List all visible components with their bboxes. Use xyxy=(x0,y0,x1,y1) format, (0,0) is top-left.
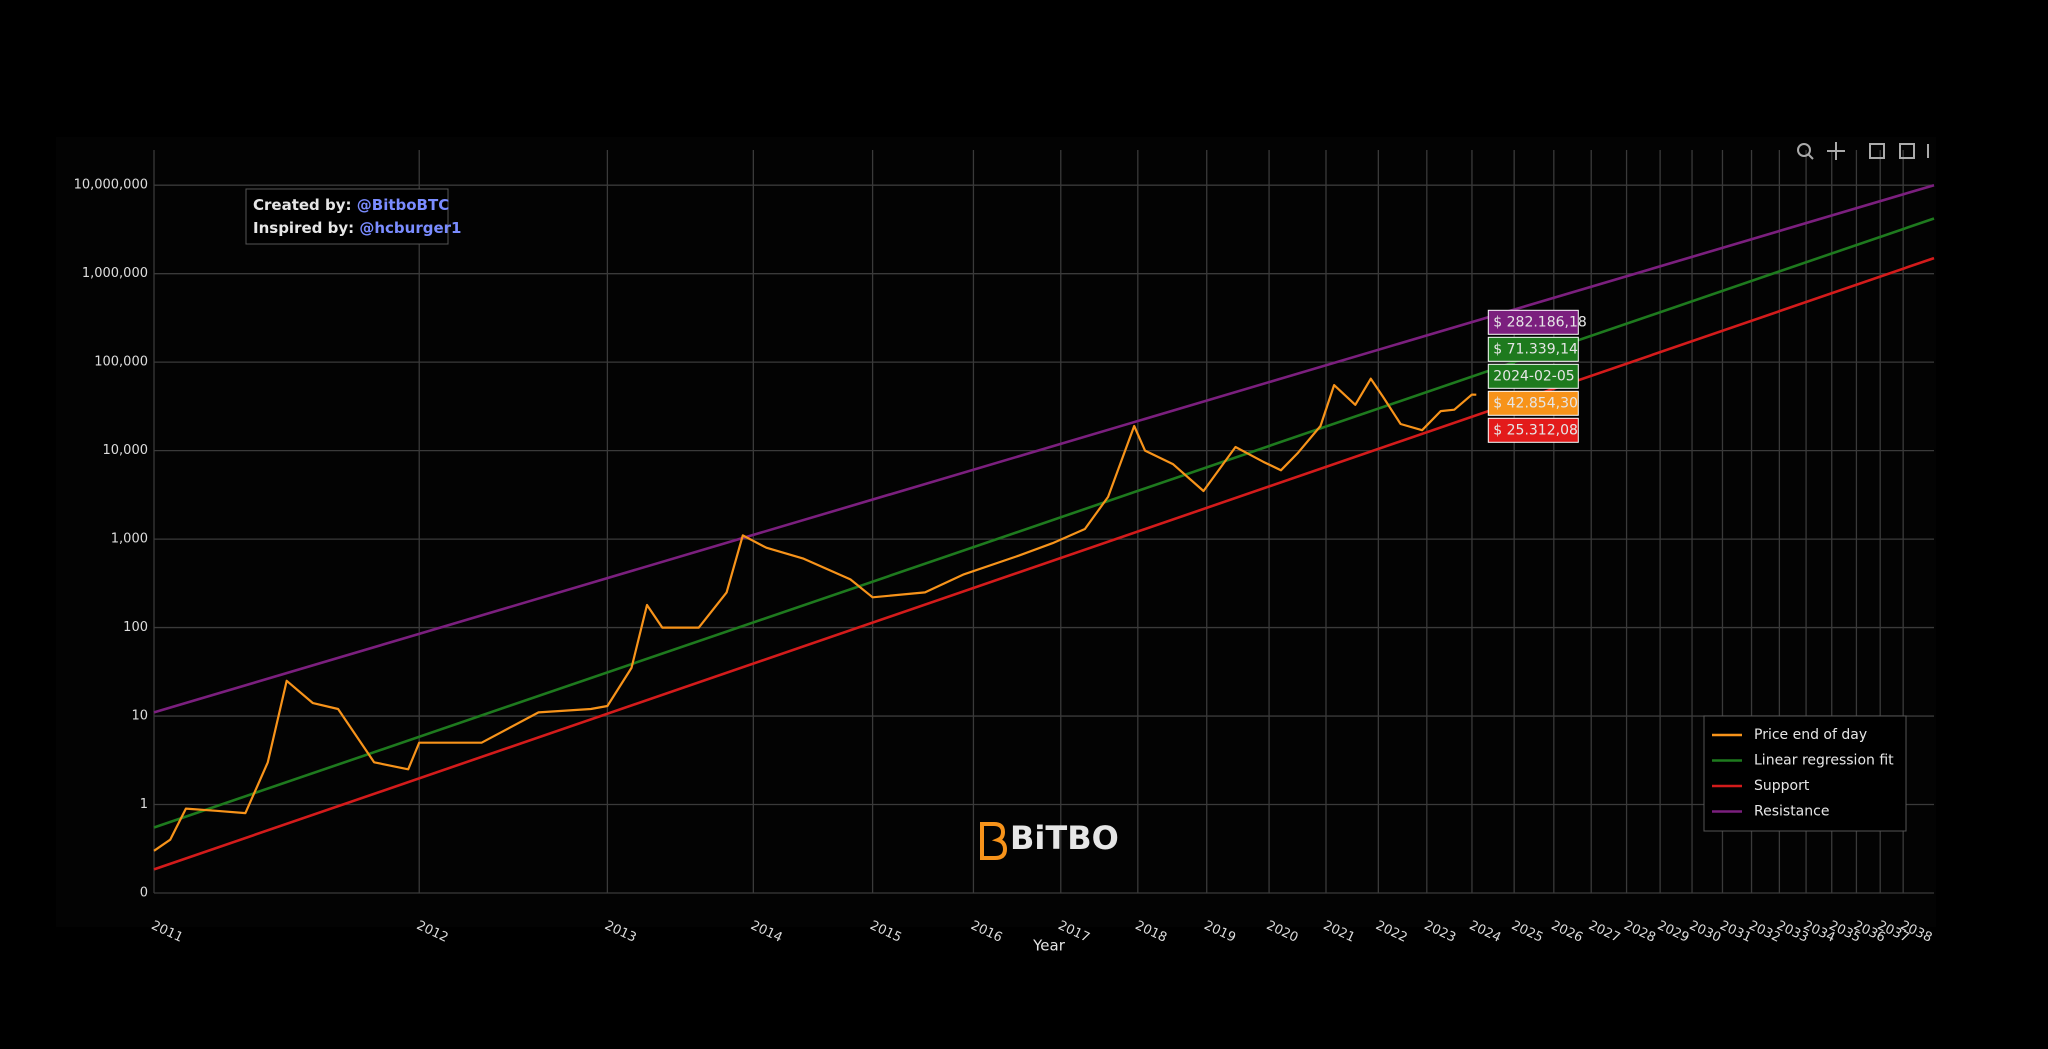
series-line xyxy=(153,377,1477,852)
annotation-text: Inspired by: @hcburger1 xyxy=(253,219,462,237)
y-tick-label: 10,000 xyxy=(103,443,149,458)
annotation-label: Inspired by: xyxy=(253,219,354,237)
tooltip-value-box xyxy=(1487,336,1579,362)
tooltip-value-box xyxy=(1487,417,1579,443)
tooltip-date-box xyxy=(1487,363,1579,389)
watermark-logo xyxy=(980,822,1008,860)
tooltip-value: $ 71.339,14 xyxy=(1493,341,1578,357)
zoom-icon-handle[interactable] xyxy=(1807,153,1814,160)
zoom-in-icon[interactable] xyxy=(1869,143,1885,159)
legend-label: Price end of day xyxy=(1754,727,1867,743)
y-tick-label: 1 xyxy=(140,797,148,812)
grid xyxy=(153,150,1934,894)
annotation-box xyxy=(245,188,449,245)
legend-label: Support xyxy=(1754,778,1810,794)
tooltip-value: $ 282.186,18 xyxy=(1493,314,1587,330)
tooltip: $ 282.186,18 $ 71.339,14 2024-02-05 $ 42.85… xyxy=(1487,309,1587,443)
series-line xyxy=(153,256,1935,871)
tooltip-value: $ 42.854,30 xyxy=(1493,395,1578,411)
legend-label: Linear regression fit xyxy=(1754,753,1894,769)
annotation-link[interactable]: @BitboBTC xyxy=(357,196,449,214)
annotation-label: Created by: xyxy=(253,196,352,214)
y-tick-label: 100,000 xyxy=(94,355,148,370)
tooltip-date: 2024-02-05 xyxy=(1493,368,1574,384)
annotation-text: Created by: @BitboBTC xyxy=(253,196,449,214)
watermark: BiTBO xyxy=(1010,819,1119,857)
tooltip-value-box xyxy=(1487,390,1579,416)
zoom-out-icon[interactable] xyxy=(1899,143,1915,159)
toolbar[interactable] xyxy=(1797,142,1929,160)
pan-icon[interactable] xyxy=(1827,142,1845,160)
y-tick-label: 1,000,000 xyxy=(82,266,148,281)
plot-lines xyxy=(153,183,1935,871)
tooltip-value: $ 25.312,08 xyxy=(1493,422,1578,438)
legend-label: Resistance xyxy=(1754,804,1829,820)
x-axis-title: Year xyxy=(1032,937,1066,955)
y-tick-label: 10,000,000 xyxy=(74,178,148,193)
tooltip-value-box xyxy=(1487,309,1579,335)
y-tick-label: 100 xyxy=(123,620,148,635)
series-line xyxy=(153,183,1935,714)
series-line xyxy=(153,217,1935,829)
legend: Price end of day Linear regression fit Sup… xyxy=(1703,715,1907,832)
y-tick-label: 0 xyxy=(140,886,148,901)
chart-panel xyxy=(56,137,1936,927)
zoom-icon[interactable] xyxy=(1797,143,1811,157)
y-tick-label: 10 xyxy=(131,709,148,724)
annotation-link[interactable]: @hcburger1 xyxy=(359,219,461,237)
y-tick-label: 1,000 xyxy=(111,532,148,547)
